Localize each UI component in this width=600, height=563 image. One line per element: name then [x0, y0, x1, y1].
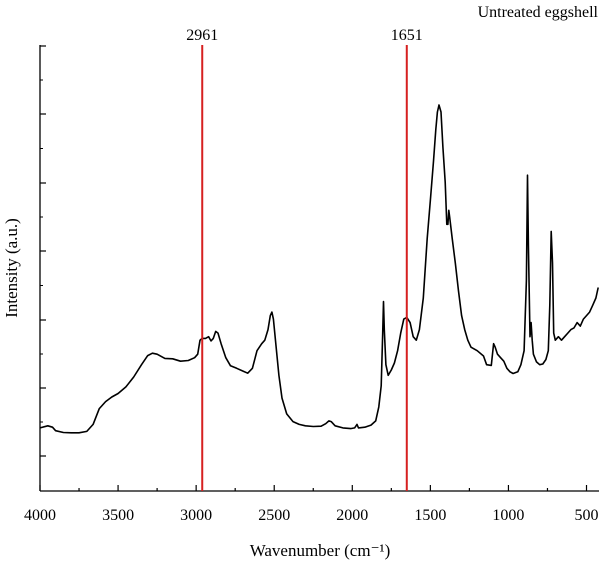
chart-title: Untreated eggshell	[478, 4, 599, 21]
marker-label-2961: 2961	[186, 27, 218, 44]
x-tick-label: 1500	[414, 507, 446, 524]
x-tick-label: 3500	[102, 507, 134, 524]
spectrum-line	[39, 104, 599, 434]
x-axis-title: Wavenumber (cm⁻¹)	[250, 541, 391, 560]
x-tick-label: 1000	[492, 507, 524, 524]
x-tick-label: 2000	[336, 507, 368, 524]
y-axis-title: Intensity (a.u.)	[2, 218, 21, 318]
x-tick-label: 2500	[258, 507, 290, 524]
x-tick-label: 4000	[24, 507, 56, 524]
x-tick-label: 500	[575, 507, 599, 524]
x-tick-label: 3000	[180, 507, 212, 524]
plot-area: 4000 3500 3000 2500 2000 1500 1000 500 2961 1651	[24, 27, 599, 524]
marker-label-1651: 1651	[391, 27, 423, 44]
